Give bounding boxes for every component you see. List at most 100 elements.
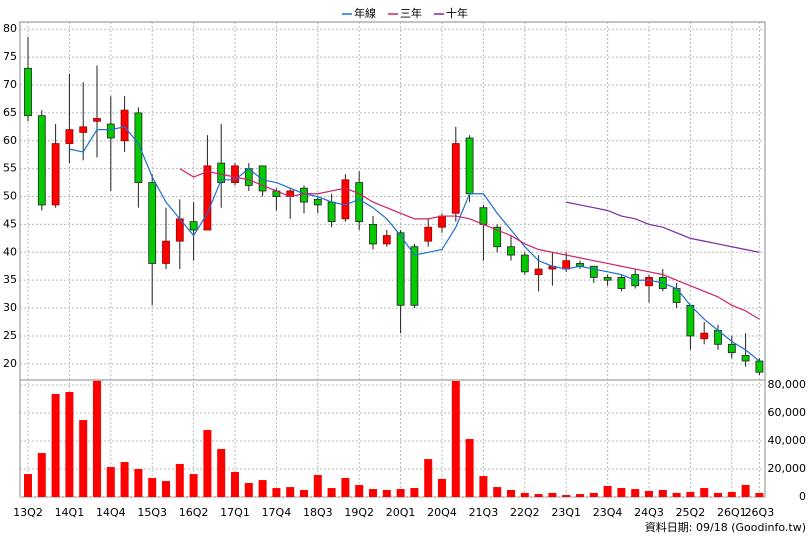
volume-bar <box>93 380 101 497</box>
candle-body <box>603 276 612 281</box>
volume-bar <box>203 429 212 497</box>
candle-body <box>341 179 350 220</box>
candle-body <box>51 143 60 206</box>
candle-body <box>134 112 143 183</box>
volume-bar <box>355 484 364 497</box>
x-tick-label: 21Q3 <box>469 506 499 519</box>
volume-bar <box>65 392 74 497</box>
volume-bar <box>424 459 433 497</box>
candle-body <box>327 201 336 223</box>
candle-body <box>396 232 405 306</box>
x-tick-label: 23Q4 <box>593 506 623 519</box>
volume-bar <box>479 476 488 497</box>
y2-tick-label: 60,000 <box>768 406 807 419</box>
candle-body <box>520 254 529 273</box>
volume-bar <box>672 492 681 497</box>
candle-body <box>479 207 488 225</box>
x-tick-label: 17Q4 <box>262 506 292 519</box>
volume-bar <box>534 494 543 497</box>
volume-bar <box>272 488 281 497</box>
volume-bar <box>286 487 295 497</box>
volume-bar <box>631 489 640 497</box>
legend-label: 十年 <box>446 6 468 20</box>
candle-body <box>382 235 391 245</box>
volume-bar <box>741 484 750 497</box>
candle-body <box>93 118 101 122</box>
candle-body <box>727 343 736 354</box>
candle-body <box>24 67 32 117</box>
volume-bar <box>134 469 143 497</box>
volume-bar <box>106 467 115 497</box>
y-tick-label: 45 <box>3 217 17 230</box>
candle-body <box>534 268 543 276</box>
candle-body <box>300 187 308 203</box>
candle-body <box>755 360 764 373</box>
volume-bar <box>603 485 612 497</box>
y-tick-label: 50 <box>3 190 17 203</box>
candle-body <box>424 226 433 242</box>
y-tick-label: 70 <box>3 78 17 91</box>
volume-bar <box>451 380 460 497</box>
candle-body <box>203 165 212 231</box>
x-tick-label: 14Q1 <box>55 506 85 519</box>
volume-bar <box>148 477 157 497</box>
y2-tick-label: 40,000 <box>768 434 807 447</box>
candle-body <box>507 246 515 256</box>
x-tick-label: 25Q2 <box>676 506 706 519</box>
y-tick-label: 40 <box>3 245 17 258</box>
volume-bar <box>51 393 60 497</box>
x-tick-label: 13Q2 <box>13 506 43 519</box>
candle-body <box>451 143 460 214</box>
candle-body <box>617 276 626 289</box>
x-tick-label: 26Q1 <box>717 506 747 519</box>
volume-bar <box>175 463 184 497</box>
candle-body <box>217 162 226 183</box>
volume-bar <box>520 492 529 497</box>
y-tick-label: 20 <box>3 357 17 370</box>
legend-label: 三年 <box>400 6 422 20</box>
y-tick-label: 65 <box>3 106 17 119</box>
volume-bar <box>438 478 446 497</box>
volume-bar <box>300 490 308 497</box>
y-tick-label: 75 <box>3 50 17 63</box>
plot-frame <box>19 21 766 498</box>
volume-bar <box>645 490 653 497</box>
candle-body <box>120 109 129 142</box>
candle-body <box>189 221 198 231</box>
volume-bar <box>562 495 571 497</box>
volume-bar <box>341 477 350 497</box>
x-tick-label: 16Q2 <box>179 506 209 519</box>
x-tick-label: 14Q4 <box>96 506 126 519</box>
ma-line <box>566 201 760 253</box>
candle-body <box>79 126 88 133</box>
volume-bar <box>217 448 226 497</box>
volume-bar <box>37 453 46 497</box>
candle-body <box>231 165 239 183</box>
ma-line <box>179 168 760 320</box>
candle-body <box>741 355 750 362</box>
volume-bar <box>755 492 764 497</box>
volume-bar <box>396 489 405 497</box>
volume-bar <box>313 475 322 497</box>
volume-bar <box>369 489 377 497</box>
candle-body <box>438 215 446 228</box>
x-tick-label: 24Q3 <box>634 506 664 519</box>
volume-bar <box>686 491 695 497</box>
y2-tick-label: 20,000 <box>768 462 807 475</box>
x-tick-label: 17Q1 <box>220 506 250 519</box>
x-tick-label: 19Q2 <box>344 506 374 519</box>
x-tick-label: 20Q1 <box>386 506 416 519</box>
candle-body <box>37 115 46 206</box>
y-tick-label: 80 <box>3 22 17 35</box>
candle-body <box>493 226 502 248</box>
candle-body <box>162 240 170 264</box>
candle-body <box>700 332 709 340</box>
volume-bar <box>589 492 598 497</box>
volume-bar <box>189 474 198 497</box>
volume-bar <box>24 474 32 497</box>
footer: 資料日期: 09/18 (Goodinfo.tw) <box>645 520 806 534</box>
y2-tick-label: 0 <box>799 490 806 503</box>
volume-bar <box>507 490 515 497</box>
legend-label: 年線 <box>354 6 376 20</box>
